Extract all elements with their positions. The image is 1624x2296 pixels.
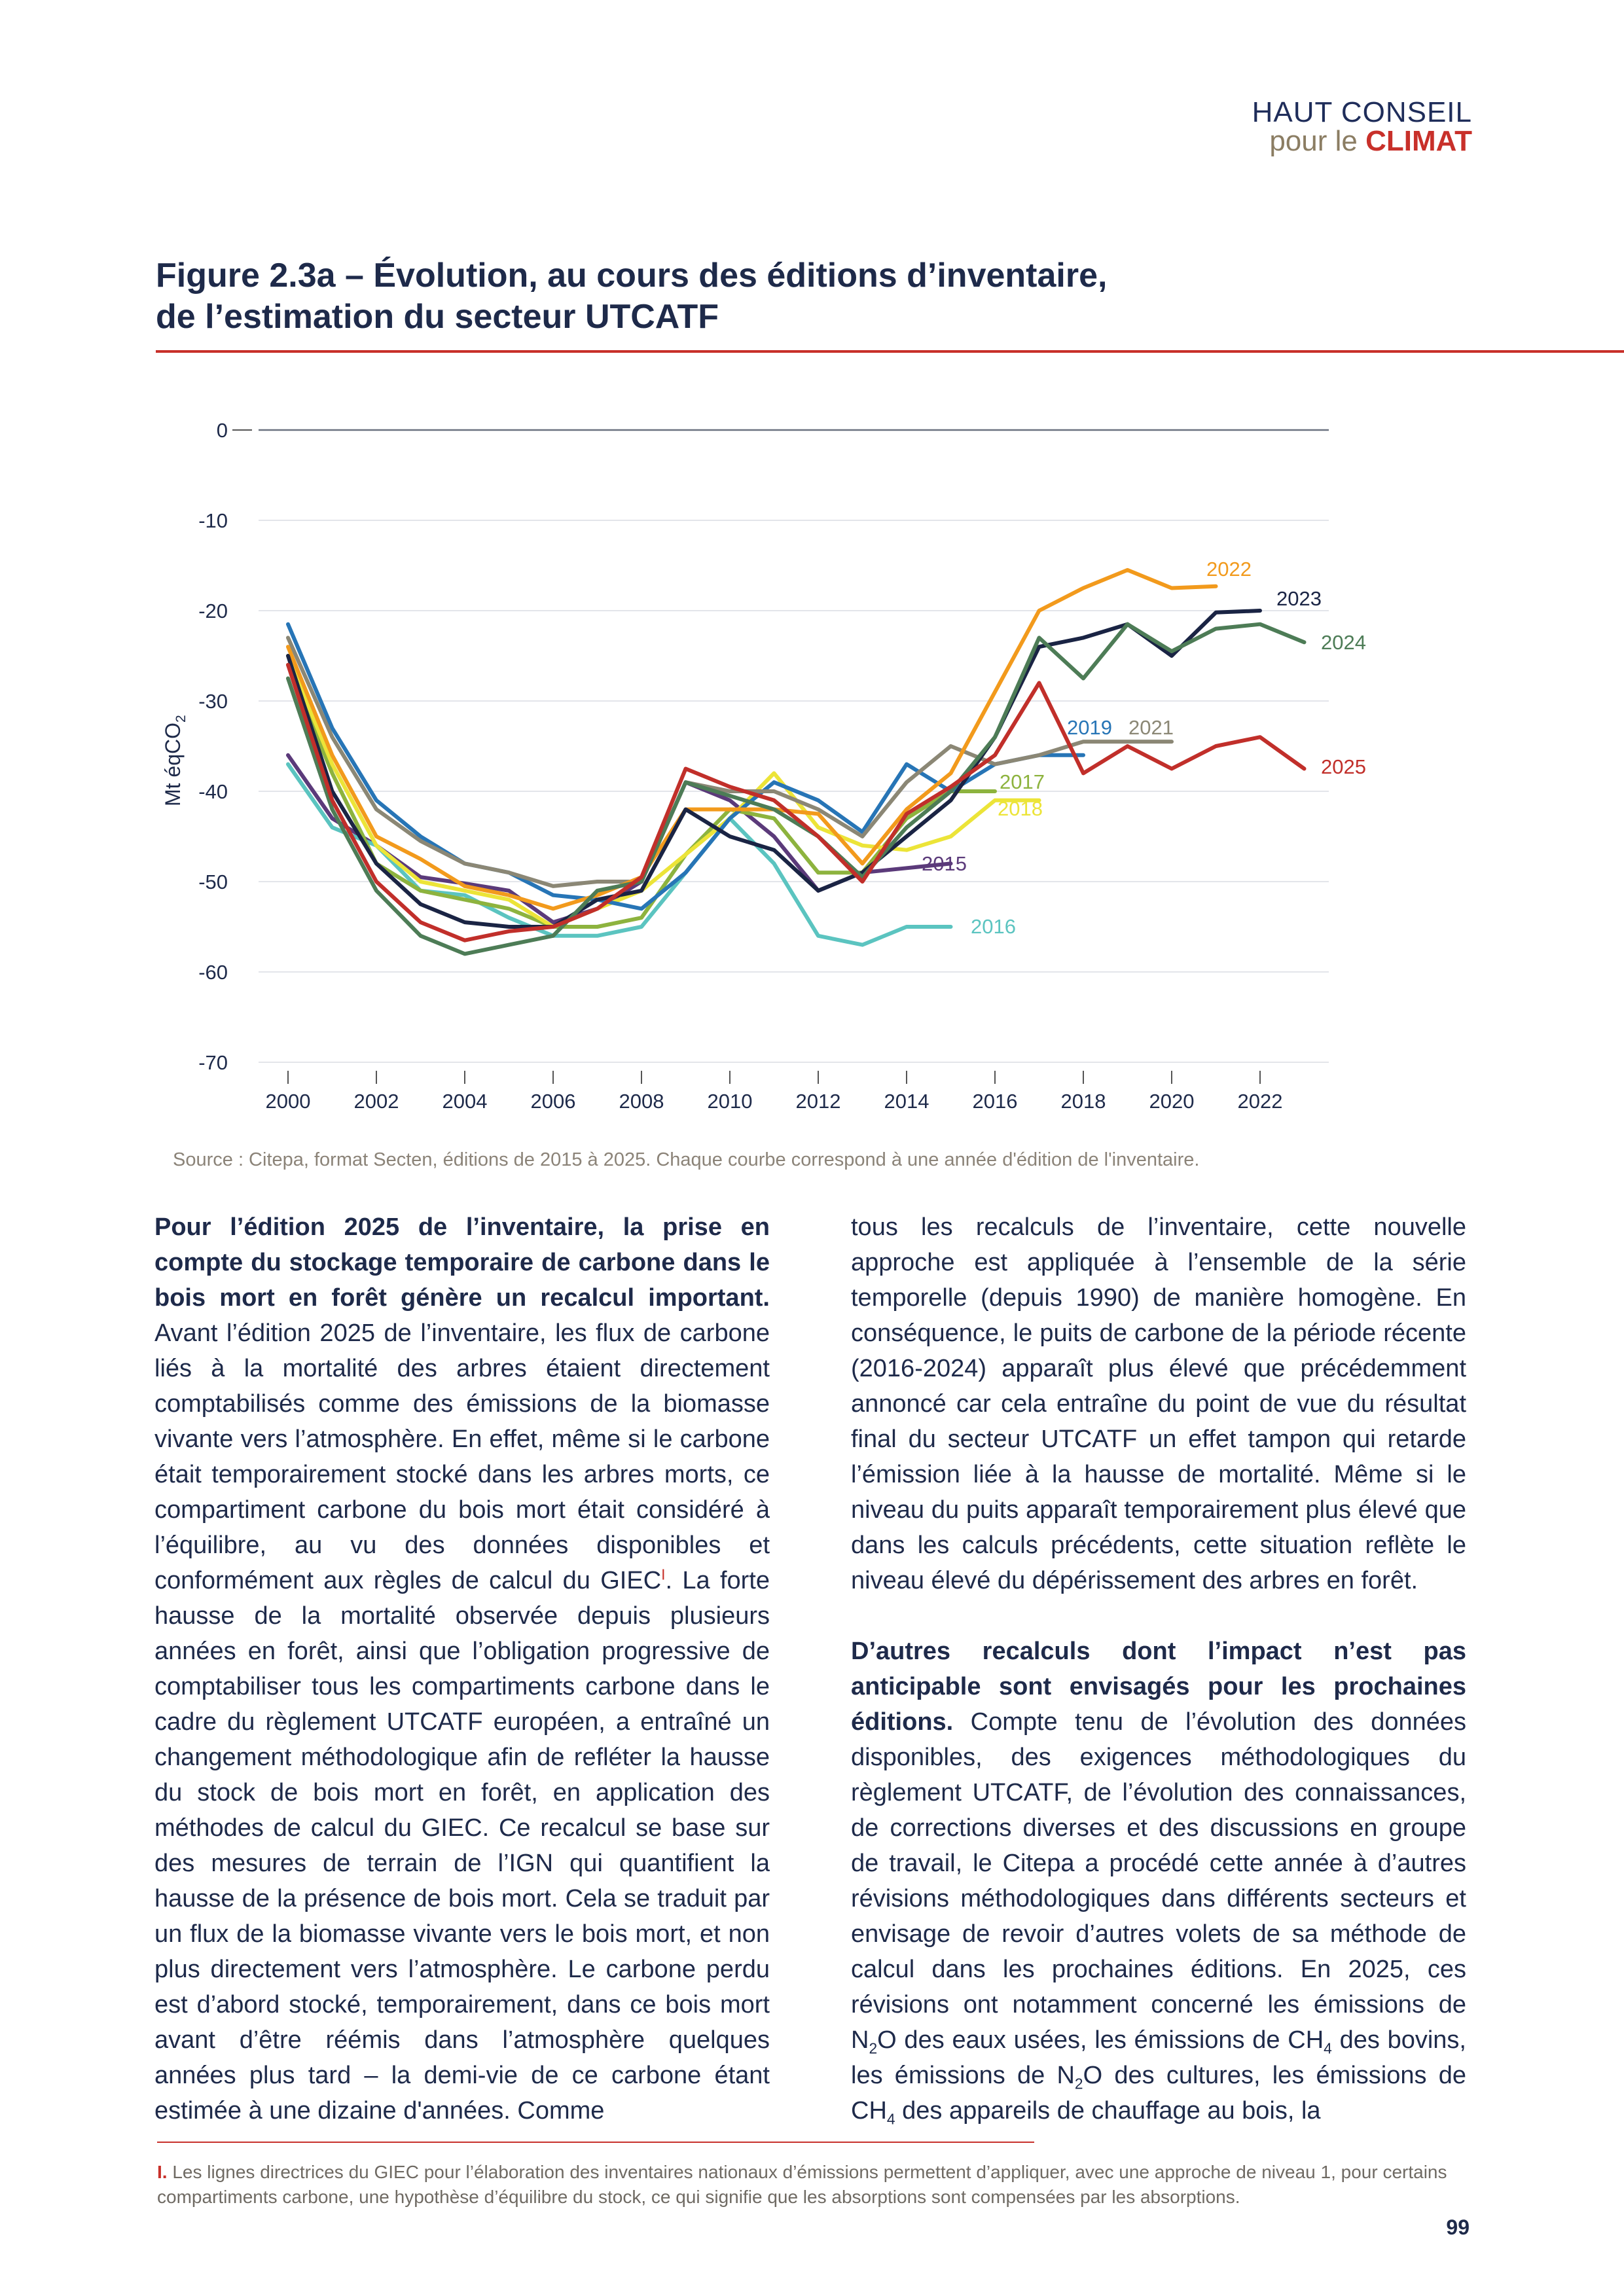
footnote-text: Les lignes directrices du GIEC pour l’él… [157, 2162, 1447, 2207]
series-line-2015 [286, 753, 953, 925]
paragraph-lead: D’autres recalculs dont l’impact n’est p… [851, 1638, 1466, 1736]
series-label-2019: 2019 [1067, 716, 1112, 739]
subscript: 4 [886, 2110, 895, 2128]
x-tick-label: 2008 [619, 1090, 664, 1113]
paragraph-text-cont: . La forte hausse de la mortalité observ… [154, 1567, 770, 2125]
title-divider [156, 350, 1624, 353]
series-line-2024 [286, 622, 1307, 956]
x-tick-label: 2006 [531, 1090, 576, 1113]
series-label-2024: 2024 [1321, 631, 1366, 654]
series-line-2022 [286, 567, 1218, 911]
series-label-2016: 2016 [971, 915, 1016, 938]
series-line-2017 [286, 662, 997, 929]
x-tick-label: 2000 [266, 1090, 311, 1113]
series-label-2017: 2017 [1000, 770, 1045, 793]
paragraph-autres-recalculs: D’autres recalculs dont l’impact n’est p… [851, 1634, 1466, 2128]
footnote-divider [157, 2142, 1034, 2143]
x-tick-label: 2020 [1149, 1090, 1195, 1113]
figure-title-line-1: Figure 2.3a – Évolution, au cours des éd… [156, 257, 1108, 295]
page-number: 99 [1446, 2215, 1470, 2239]
y-tick-label: -10 [198, 509, 228, 532]
footnote: I. Les lignes directrices du GIEC pour l… [157, 2160, 1473, 2210]
line-chart: 0 -10 -20 -30 -40 -50 -60 -70 2000 2002 2004 2006 20… [161, 419, 1366, 1113]
text-column-right: tous les recalculs de l’inventaire, cett… [851, 1210, 1466, 2164]
x-tick-label: 2022 [1238, 1090, 1283, 1113]
series-line-2021 [286, 636, 1174, 888]
y-tick-label: -30 [198, 690, 228, 713]
footnote-ref[interactable]: I [661, 1566, 666, 1583]
paragraph-text: des appareils de chauffage au bois, la [895, 2097, 1321, 2125]
text-column-left: Pour l’édition 2025 de l’inventaire, la … [154, 1210, 770, 2164]
series-label-2021: 2021 [1128, 716, 1174, 739]
paragraph-text: Compte tenu de l’évolution des données d… [851, 1708, 1466, 2054]
paragraph-text: des bovins, les émissions de N [851, 2026, 1466, 2089]
paragraph-lead: Pour l’édition 2025 de l’inventaire, la … [154, 1213, 770, 1312]
x-tick-label: 2002 [354, 1090, 399, 1113]
x-tick-label: 2010 [708, 1090, 753, 1113]
series-label-2023: 2023 [1276, 587, 1322, 610]
brand-line-2: pour le CLIMAT [1252, 127, 1472, 156]
series-label-2018: 2018 [998, 797, 1043, 820]
paragraph-recalcul: Pour l’édition 2025 de l’inventaire, la … [154, 1210, 770, 2128]
series-label-2015: 2015 [922, 852, 967, 875]
brand-line-2-accent: CLIMAT [1365, 125, 1472, 157]
x-tick-label: 2014 [884, 1090, 929, 1113]
y-axis-label: Mt éqCO2 [161, 715, 189, 806]
subscript: 2 [869, 2039, 878, 2057]
series-line-2023 [286, 609, 1262, 929]
series-line-2018 [286, 654, 1041, 929]
paragraph-text: O des cultures, les émissions de CH [851, 2062, 1466, 2125]
series-line-2016 [286, 762, 953, 947]
figure-source: Source : Citepa, format Secten, éditions… [173, 1149, 1200, 1170]
subscript: 4 [1324, 2039, 1332, 2057]
x-tick-label: 2012 [796, 1090, 841, 1113]
paragraph-text: Avant l’édition 2025 de l’inventaire, le… [154, 1319, 770, 1594]
x-tick-label: 2004 [442, 1090, 488, 1113]
subscript: 2 [1074, 2075, 1083, 2092]
x-tick-label: 2016 [973, 1090, 1018, 1113]
y-tick-label: -70 [198, 1051, 228, 1074]
series-label-2025: 2025 [1321, 755, 1366, 778]
series-line-2025 [286, 662, 1307, 942]
y-tick-label: -40 [198, 780, 228, 803]
y-tick-label: -50 [198, 870, 228, 893]
brand-logo: HAUT CONSEIL pour le CLIMAT [1252, 98, 1472, 156]
x-tick-label: 2018 [1061, 1090, 1106, 1113]
paragraph-continuation: tous les recalculs de l’inventaire, cett… [851, 1213, 1466, 1594]
series-label-2022: 2022 [1206, 558, 1252, 581]
figure-title: Figure 2.3a – Évolution, au cours des éd… [156, 255, 1399, 338]
figure-title-line-2: de l’estimation du secteur UTCATF [156, 298, 719, 336]
footnote-mark: I. [157, 2162, 168, 2182]
y-tick-label: -60 [198, 961, 228, 984]
brand-line-1: HAUT CONSEIL [1252, 96, 1472, 128]
brand-line-2-prefix: pour le [1269, 125, 1366, 157]
y-tick-label: -20 [198, 600, 228, 622]
y-tick-label: 0 [217, 419, 228, 442]
paragraph-text: O des eaux usées, les émissions de CH [877, 2026, 1324, 2054]
